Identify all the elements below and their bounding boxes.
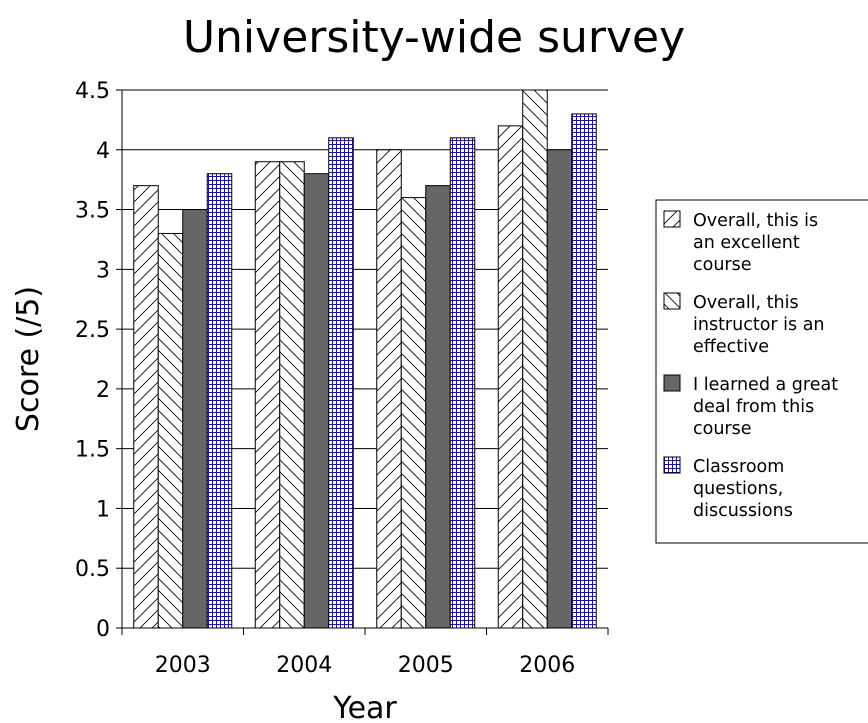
- chart-title: University-wide survey: [183, 12, 685, 63]
- bar: [254, 161, 281, 629]
- legend-label: discussions: [693, 501, 793, 521]
- bar: [376, 149, 402, 629]
- bar: [497, 125, 524, 629]
- bar: [571, 113, 597, 629]
- bar: [303, 173, 330, 629]
- x-axis-label: Year: [332, 691, 397, 723]
- y-tick-label: 0.5: [75, 557, 110, 582]
- y-tick-label: 0: [96, 617, 110, 642]
- x-tick-label: 2006: [519, 653, 575, 678]
- y-tick-label: 4.5: [75, 79, 110, 104]
- legend-label: course: [693, 419, 752, 439]
- x-tick-label: 2003: [155, 653, 211, 678]
- bar: [425, 185, 451, 629]
- legend-label: Classroom: [693, 457, 784, 477]
- legend-label: instructor is an: [693, 315, 825, 335]
- legend-label: deal from this: [693, 397, 814, 417]
- axes: 0 0.5 1 1.5 2 2.5 3 3.5 4 4.5 2003 2004 2005 2006: [75, 79, 609, 678]
- y-tick-label: 2: [96, 378, 110, 403]
- legend-swatch: [663, 210, 681, 228]
- legend-swatch: [663, 456, 681, 474]
- legend-swatch: [663, 292, 681, 310]
- legend-label: course: [693, 255, 752, 275]
- x-tick-label: 2005: [398, 653, 454, 678]
- legend-label: an excellent: [693, 233, 800, 253]
- x-tick-label: 2004: [276, 653, 332, 678]
- bar: [206, 173, 233, 629]
- y-tick-label: 4: [96, 139, 110, 164]
- bar: [400, 197, 427, 629]
- legend-label: effective: [693, 337, 769, 357]
- legend-label: Overall, this is: [693, 211, 818, 231]
- y-tick-label: 2.5: [75, 318, 110, 343]
- bar: [279, 161, 305, 629]
- y-tick-label: 3: [96, 258, 110, 283]
- y-tick-label: 1.5: [75, 438, 110, 463]
- bar: [546, 149, 573, 629]
- legend-swatch: [663, 374, 681, 392]
- bars: [133, 89, 597, 629]
- y-tick-label: 3.5: [75, 199, 110, 224]
- bar: [522, 89, 548, 629]
- y-axis-label: Score (/5): [11, 286, 46, 432]
- legend-label: I learned a great: [693, 375, 838, 395]
- bar: [133, 185, 159, 629]
- bar: [328, 137, 354, 629]
- bar: [157, 232, 184, 629]
- legend-box: [655, 199, 868, 544]
- legend-label: questions,: [693, 479, 783, 499]
- bar: [449, 137, 476, 629]
- y-tick-label: 1: [96, 497, 110, 522]
- legend-label: Overall, this: [693, 293, 799, 313]
- bar: [182, 209, 208, 629]
